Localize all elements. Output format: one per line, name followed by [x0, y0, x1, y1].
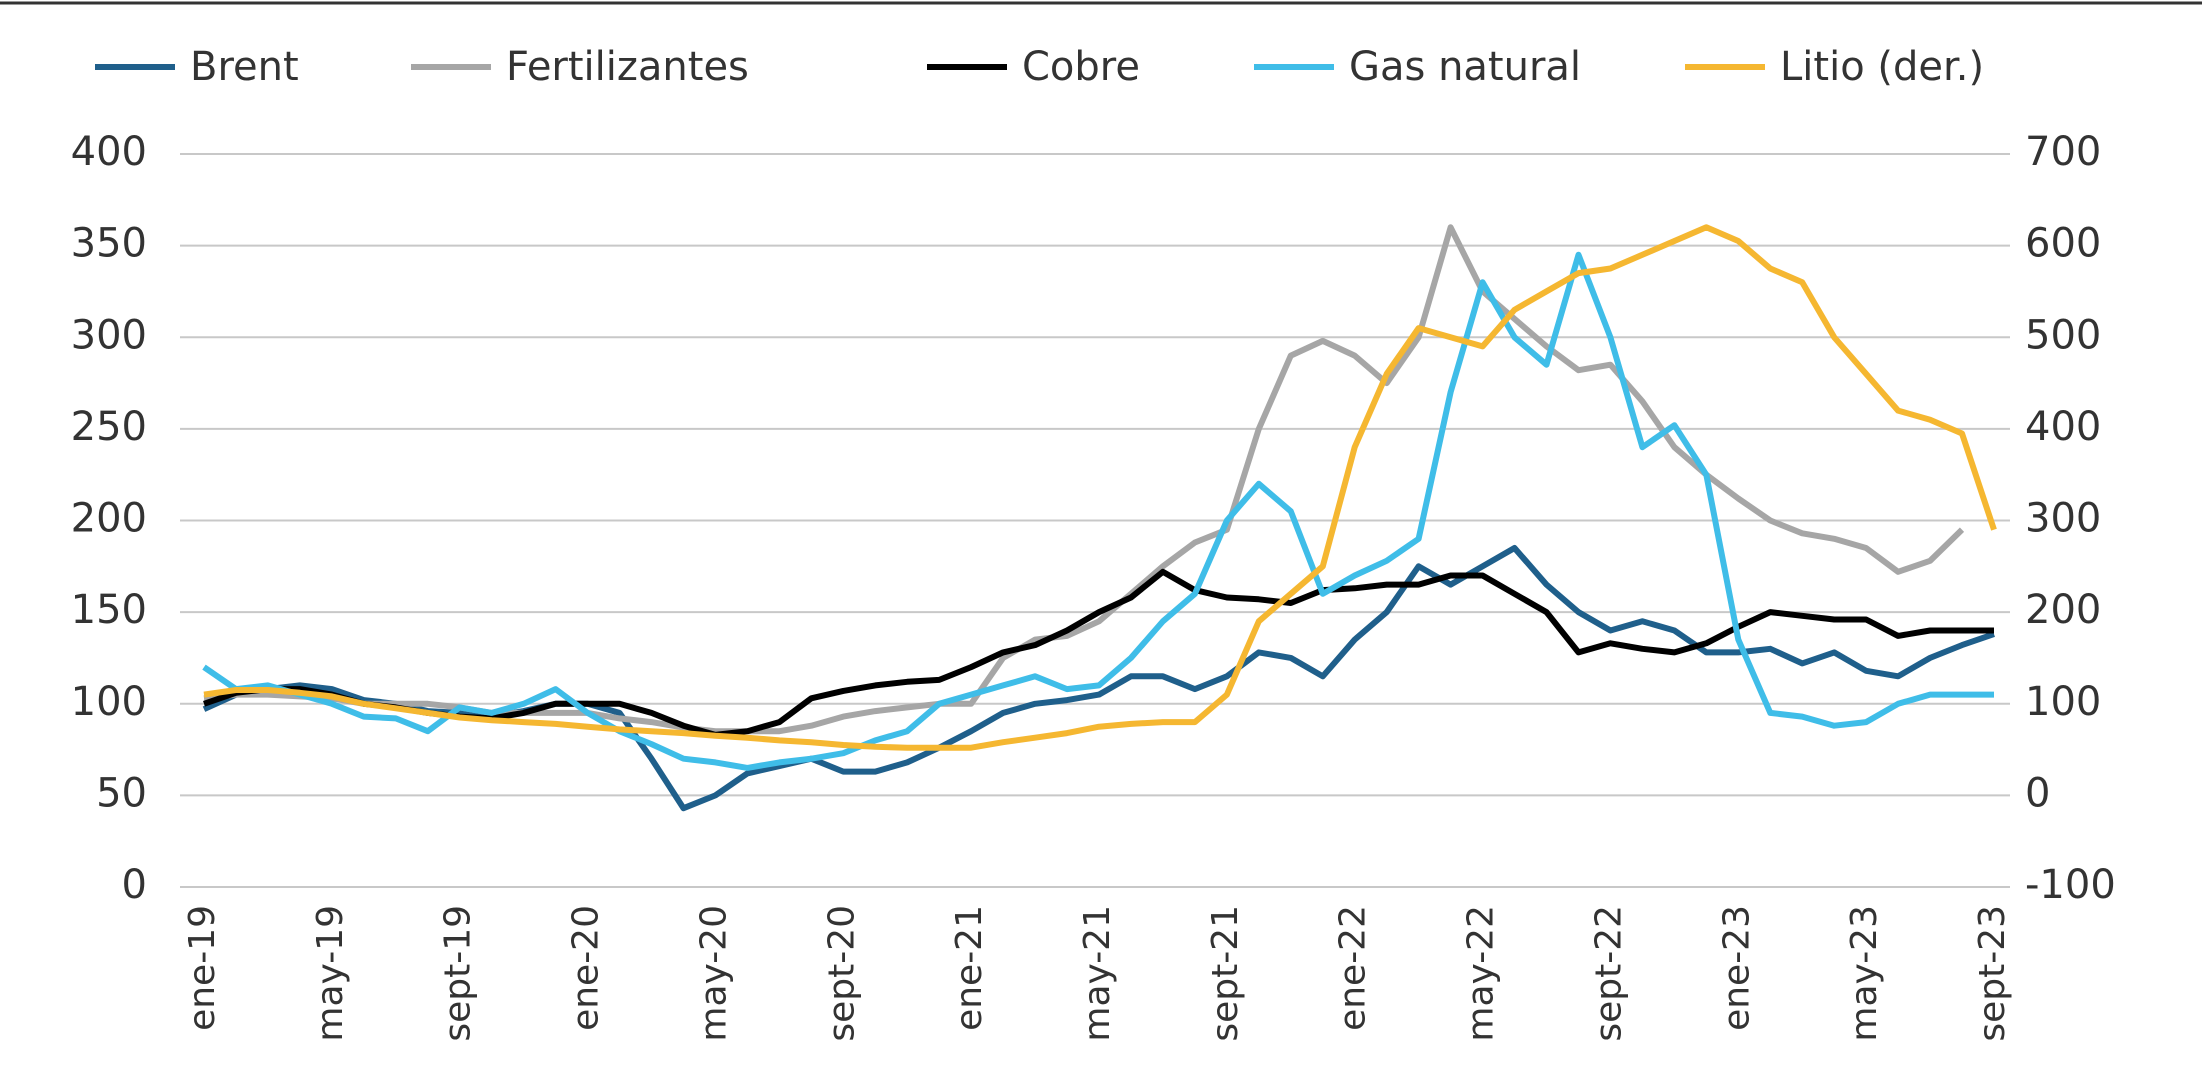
x-tick-label: ene-21 — [949, 905, 990, 1031]
series-line — [203, 224, 1997, 751]
x-tick-label: ene-22 — [1333, 905, 1374, 1031]
x-tick-label: may-21 — [1077, 905, 1118, 1042]
y-tick-label: 50 — [96, 770, 147, 816]
y-tick-label: 200 — [71, 496, 147, 542]
x-tick-label: may-19 — [310, 905, 351, 1042]
legend-label: Cobre — [1022, 44, 1140, 90]
y-tick-label: 150 — [71, 587, 147, 633]
y2-tick-label: 500 — [2025, 312, 2101, 358]
y-tick-label: 350 — [71, 221, 147, 267]
y-tick-label: 300 — [71, 312, 147, 358]
x-tick-label: sept-19 — [438, 905, 479, 1042]
series-line — [203, 568, 1994, 738]
x-tick-label: ene-20 — [566, 905, 607, 1031]
x-tick-label: sept-20 — [821, 905, 862, 1042]
x-tick-label: may-23 — [1844, 905, 1885, 1042]
y2-tick-label: 100 — [2025, 679, 2101, 725]
y2-tick-label: 0 — [2025, 770, 2050, 816]
legend-label: Brent — [190, 44, 299, 90]
series-line — [203, 224, 1965, 735]
y2-tick-label: 400 — [2025, 404, 2101, 450]
x-tick-label: ene-19 — [182, 905, 223, 1031]
y2-tick-label: 300 — [2025, 496, 2101, 542]
x-tick-label: may-20 — [693, 905, 734, 1042]
y2-tick-label: 600 — [2025, 221, 2101, 267]
y-tick-label: 250 — [71, 404, 147, 450]
y2-tick-label: 700 — [2025, 129, 2101, 175]
y-tick-label: 100 — [71, 679, 147, 725]
x-tick-label: may-22 — [1461, 905, 1502, 1042]
x-tick-label: sept-23 — [1972, 905, 2013, 1042]
series-line — [202, 251, 1994, 771]
y2-tick-label: 200 — [2025, 587, 2101, 633]
legend-label: Litio (der.) — [1780, 44, 1984, 90]
y-tick-label: 400 — [71, 129, 147, 175]
x-tick-label: sept-21 — [1205, 905, 1246, 1042]
legend-label: Fertilizantes — [506, 44, 749, 90]
legend-label: Gas natural — [1349, 44, 1581, 90]
x-tick-label: ene-23 — [1716, 905, 1757, 1031]
x-tick-label: sept-22 — [1588, 905, 1629, 1042]
y-tick-label: 0 — [122, 862, 147, 908]
y2-tick-label: -100 — [2025, 862, 2116, 908]
